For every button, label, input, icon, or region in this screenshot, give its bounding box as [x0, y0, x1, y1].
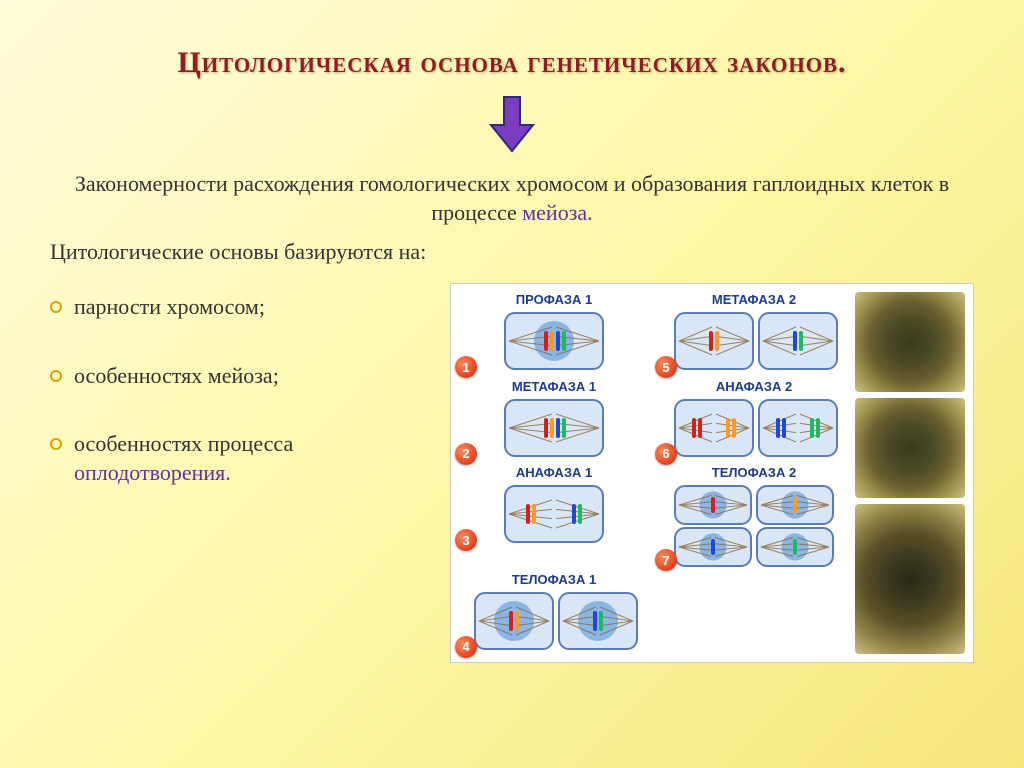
bullet-text: особенностях мейоза; — [74, 362, 279, 391]
bullet-text: особенностях процесса оплодотворения. — [74, 430, 450, 487]
bullet-text: парности хромосом; — [74, 293, 265, 322]
bullet-icon — [50, 301, 62, 313]
phase-number: 7 — [655, 549, 677, 571]
phase-label: ТЕЛОФАЗА 2 — [659, 465, 849, 480]
subtitle-highlight: мейоза. — [522, 200, 592, 225]
phase-метафаза-1: МЕТАФАЗА 1 2 — [459, 379, 649, 462]
phase-number: 1 — [455, 356, 477, 378]
content-row: парности хромосом; особенностях мейоза; … — [50, 283, 974, 663]
bullet-icon — [50, 370, 62, 382]
microscopy-column — [855, 292, 965, 654]
bullet-list: парности хромосом; особенностях мейоза; … — [50, 283, 450, 663]
phase-number: 5 — [655, 356, 677, 378]
slide-title: Цитологическая основа генетических закон… — [50, 40, 974, 85]
down-arrow-icon — [487, 95, 537, 155]
microscopy-image — [855, 398, 965, 498]
phase-label: АНАФАЗА 1 — [459, 465, 649, 480]
list-item: парности хромосом; — [50, 293, 450, 322]
phase-number: 3 — [455, 529, 477, 551]
list-item: особенностях мейоза; — [50, 362, 450, 391]
microscopy-image — [855, 292, 965, 392]
phase-профаза-1: ПРОФАЗА 1 1 — [459, 292, 649, 375]
phase-label: МЕТАФАЗА 2 — [659, 292, 849, 307]
phase-метафаза-2: МЕТАФАЗА 2 5 — [659, 292, 849, 375]
list-item: особенностях процесса оплодотворения. — [50, 430, 450, 487]
subtitle: Закономерности расхождения гомологически… — [50, 170, 974, 227]
subtitle-plain: Закономерности расхождения гомологически… — [75, 171, 949, 225]
phase-label: МЕТАФАЗА 1 — [459, 379, 649, 394]
phase-number: 4 — [455, 636, 477, 658]
intro-text: Цитологические основы базируются на: — [50, 239, 974, 265]
meiosis-diagram: ПРОФАЗА 1 1 МЕТАФАЗА 2 5 МЕТАФАЗА 1 2 АН… — [450, 283, 974, 663]
phase-label: АНАФАЗА 2 — [659, 379, 849, 394]
microscopy-image — [855, 504, 965, 654]
phase-анафаза-1: АНАФАЗА 1 3 — [459, 465, 649, 568]
phase-телофаза-2: ТЕЛОФАЗА 2 7 — [659, 465, 849, 568]
phase-label: ТЕЛОФАЗА 1 — [459, 572, 649, 587]
phase-label: ПРОФАЗА 1 — [459, 292, 649, 307]
phase-number: 6 — [655, 443, 677, 465]
phase-grid: ПРОФАЗА 1 1 МЕТАФАЗА 2 5 МЕТАФАЗА 1 2 АН… — [459, 292, 849, 654]
phase-телофаза-1: ТЕЛОФАЗА 1 4 — [459, 572, 649, 655]
bullet-icon — [50, 438, 62, 450]
phase-анафаза-2: АНАФАЗА 2 6 — [659, 379, 849, 462]
phase-number: 2 — [455, 443, 477, 465]
